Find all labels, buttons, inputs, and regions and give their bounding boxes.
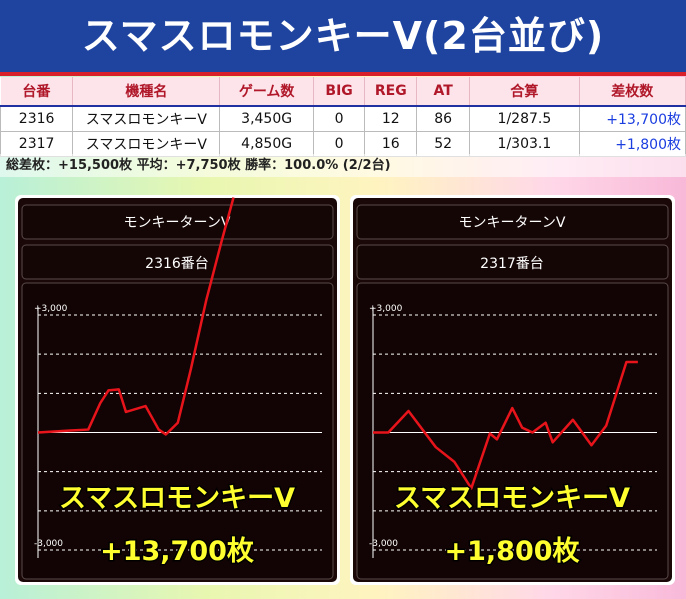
y-tick-label: -3,000 bbox=[34, 539, 63, 549]
column-header: 台番 bbox=[0, 77, 74, 107]
annotation: +13,700枚 bbox=[100, 536, 254, 567]
chart-subtitle: 2317番台 bbox=[480, 256, 544, 272]
table-row: 2317 スマスロモンキーV 4,850G 0 16 52 1/303.1 +1,800枚 bbox=[0, 131, 686, 157]
table-cell: 4,850G bbox=[219, 131, 314, 157]
table-cell: 1/303.1 bbox=[469, 131, 580, 157]
chart-title: モンキーターンV bbox=[459, 215, 566, 231]
table-cell: 2317 bbox=[0, 131, 74, 157]
data-line bbox=[37, 197, 235, 436]
table-cell: 0 bbox=[312, 131, 366, 157]
data-line bbox=[373, 360, 638, 490]
table-cell: 16 bbox=[364, 131, 418, 157]
header-row: 台番 機種名 ゲーム数 BIG REG AT 合算 差枚数 bbox=[0, 77, 686, 107]
annotation: スマスロモンキーV bbox=[394, 483, 630, 514]
plot-area bbox=[356, 282, 669, 580]
column-header: 機種名 bbox=[72, 77, 221, 107]
table-cell: 2316 bbox=[0, 105, 74, 132]
column-header: 差枚数 bbox=[579, 77, 686, 107]
y-tick-label: +3,000 bbox=[34, 304, 68, 314]
y-tick-label: -3,000 bbox=[369, 539, 398, 549]
chart-card: モンキーターンV 2316番台 +3,000 -3,000 スマスロモンキーV +13,7… bbox=[15, 195, 340, 585]
column-header: BIG bbox=[313, 77, 366, 107]
column-header: REG bbox=[364, 77, 418, 107]
subtitle-bar bbox=[21, 244, 334, 280]
annotation: +1,800枚 bbox=[444, 536, 579, 567]
column-header: ゲーム数 bbox=[219, 77, 314, 107]
table-cell: スマスロモンキーV bbox=[72, 105, 221, 132]
summary: 総差枚：+15,500枚 平均：+7,750枚 勝率：100.0% (2/2台) bbox=[0, 154, 686, 177]
subtitle-bar bbox=[356, 244, 669, 280]
table-cell: +13,700枚 bbox=[578, 105, 686, 132]
table-cell: 52 bbox=[416, 131, 471, 157]
title: スマスロモンキーV(2台並び) bbox=[0, 0, 686, 76]
table-cell: スマスロモンキーV bbox=[72, 131, 221, 157]
chart-title: モンキーターンV bbox=[124, 215, 231, 231]
annotation: スマスロモンキーV bbox=[59, 483, 295, 514]
y-tick-label: +3,000 bbox=[369, 304, 403, 314]
table-cell: 86 bbox=[416, 105, 471, 132]
title-bar bbox=[21, 204, 334, 240]
table-cell: 12 bbox=[364, 105, 418, 132]
title-bar bbox=[356, 204, 669, 240]
data-table: 台番 機種名 ゲーム数 BIG REG AT 合算 差枚数 2316 スマスロモンキーV 3,45… bbox=[0, 77, 686, 157]
column-header: AT bbox=[416, 77, 471, 107]
table-row: 2316 スマスロモンキーV 3,450G 0 12 86 1/287.5 +13,700枚 bbox=[0, 105, 686, 132]
column-header: 合算 bbox=[469, 77, 580, 107]
table-body: 2316 スマスロモンキーV 3,450G 0 12 86 1/287.5 +13,700枚 2… bbox=[0, 105, 686, 157]
chart-subtitle: 2316番台 bbox=[145, 256, 209, 272]
table-cell: 0 bbox=[312, 105, 366, 132]
table-cell: +1,800枚 bbox=[578, 131, 686, 157]
plot-area bbox=[21, 282, 334, 580]
chart-card: モンキーターンV 2317番台 +3,000 -3,000 スマスロモンキーV +1,80… bbox=[350, 195, 675, 585]
table-cell: 1/287.5 bbox=[469, 105, 580, 132]
table-cell: 3,450G bbox=[219, 105, 314, 132]
